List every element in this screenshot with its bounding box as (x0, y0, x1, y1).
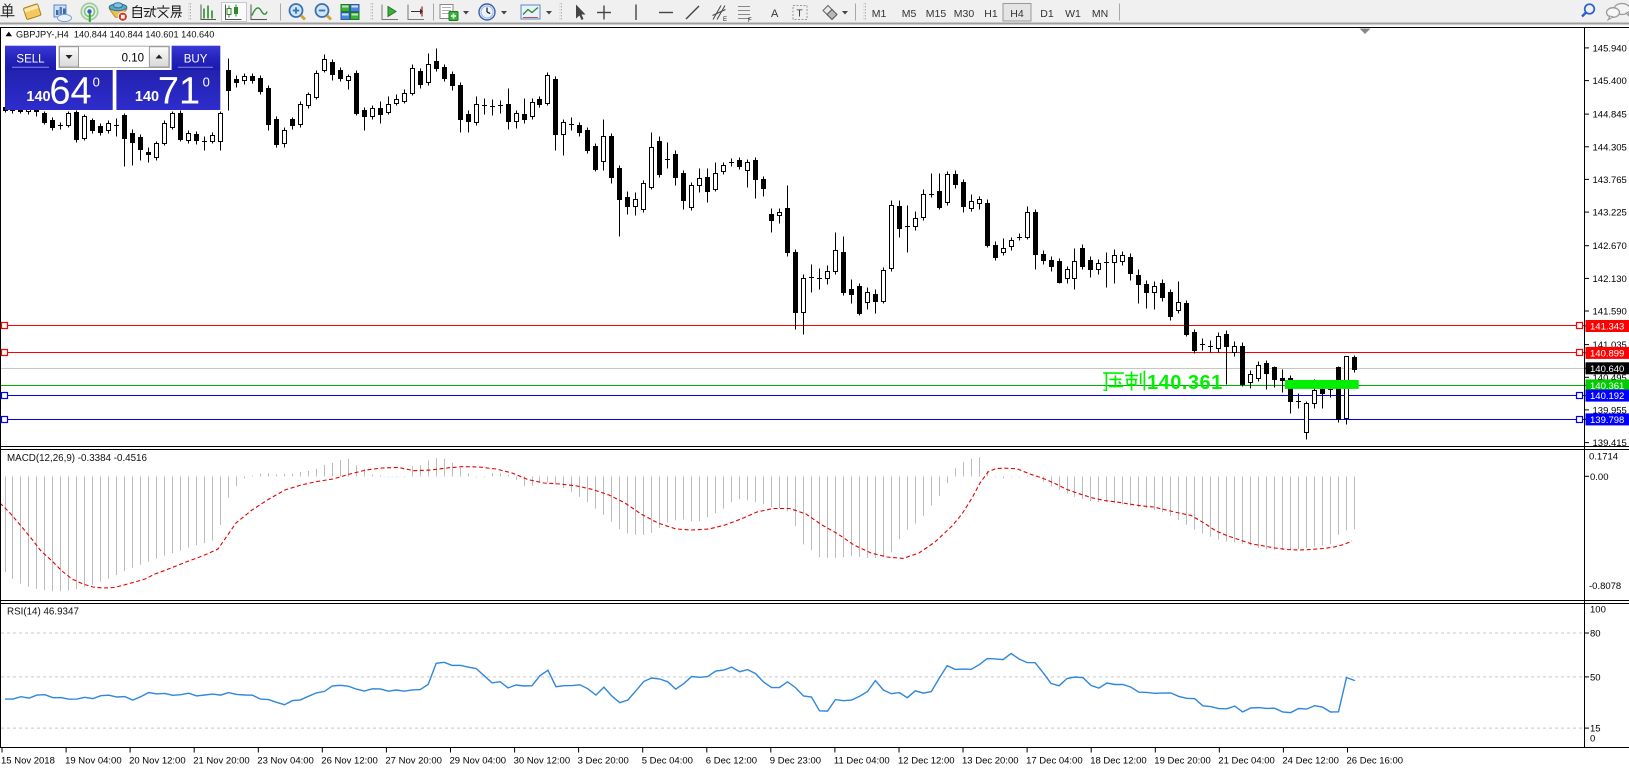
svg-text:A: A (771, 8, 779, 20)
svg-text:23 Nov 04:00: 23 Nov 04:00 (257, 756, 314, 767)
svg-text:29 Nov 04:00: 29 Nov 04:00 (450, 756, 507, 767)
svg-text:W1: W1 (1065, 8, 1081, 20)
svg-text:0: 0 (93, 75, 100, 90)
svg-text:5 Dec 04:00: 5 Dec 04:00 (642, 756, 693, 767)
svg-text:64: 64 (49, 71, 91, 113)
svg-text:80: 80 (1590, 629, 1601, 640)
svg-text:140.640: 140.640 (1590, 364, 1624, 375)
svg-text:30 Nov 12:00: 30 Nov 12:00 (514, 756, 571, 767)
svg-text:H4: H4 (1010, 8, 1024, 20)
svg-text:-0.8078: -0.8078 (1589, 581, 1621, 592)
svg-text:144.845: 144.845 (1593, 110, 1627, 121)
svg-text:0.1714: 0.1714 (1589, 451, 1618, 462)
svg-text:15: 15 (1590, 724, 1601, 735)
svg-text:T: T (797, 9, 803, 20)
svg-text:140.495: 140.495 (1593, 373, 1627, 384)
svg-text:RSI(14) 46.9347: RSI(14) 46.9347 (7, 607, 79, 618)
svg-text:140.899: 140.899 (1590, 348, 1624, 359)
svg-text:141.035: 141.035 (1593, 340, 1627, 351)
svg-text:50: 50 (1590, 672, 1601, 683)
svg-text:18 Dec 12:00: 18 Dec 12:00 (1090, 756, 1147, 767)
svg-text:12 Dec 12:00: 12 Dec 12:00 (898, 756, 955, 767)
svg-text:0.00: 0.00 (1590, 472, 1609, 483)
svg-text:141.343: 141.343 (1590, 322, 1624, 333)
svg-text:19 Dec 20:00: 19 Dec 20:00 (1154, 756, 1211, 767)
svg-text:142.670: 142.670 (1593, 241, 1627, 252)
svg-text:9 Dec 23:00: 9 Dec 23:00 (770, 756, 821, 767)
svg-text:144.305: 144.305 (1593, 142, 1627, 153)
svg-text:0: 0 (1590, 734, 1595, 745)
svg-text:139.415: 139.415 (1593, 438, 1627, 449)
svg-text:100: 100 (1590, 604, 1606, 615)
svg-text:M30: M30 (954, 8, 975, 20)
svg-text:26 Nov 12:00: 26 Nov 12:00 (321, 756, 378, 767)
svg-text:15 Nov 2018: 15 Nov 2018 (1, 756, 55, 767)
svg-text:M15: M15 (926, 8, 947, 20)
svg-text:139.955: 139.955 (1593, 405, 1627, 416)
svg-text:24 Dec 12:00: 24 Dec 12:00 (1282, 756, 1339, 767)
svg-text:21 Dec 04:00: 21 Dec 04:00 (1218, 756, 1275, 767)
svg-text:0.10: 0.10 (122, 53, 144, 65)
svg-text:140.361: 140.361 (1590, 381, 1624, 392)
svg-text:SELL: SELL (16, 53, 45, 65)
svg-text:140.361: 140.361 (1147, 372, 1223, 394)
svg-text:BUY: BUY (184, 53, 208, 65)
svg-text:M1: M1 (872, 8, 887, 20)
svg-text:145.940: 145.940 (1593, 43, 1627, 54)
svg-text:143.225: 143.225 (1593, 208, 1627, 219)
svg-text:GBPJPY-,H4 140.844 140.844 14: GBPJPY-,H4 140.844 140.844 140.601 140.6… (16, 30, 214, 40)
svg-text:13 Dec 20:00: 13 Dec 20:00 (962, 756, 1019, 767)
svg-text:3 Dec 20:00: 3 Dec 20:00 (578, 756, 629, 767)
svg-text:17 Dec 04:00: 17 Dec 04:00 (1026, 756, 1083, 767)
svg-text:11 Dec 04:00: 11 Dec 04:00 (834, 756, 890, 767)
svg-text:142.130: 142.130 (1593, 274, 1627, 285)
svg-text:27 Nov 20:00: 27 Nov 20:00 (385, 756, 442, 767)
svg-text:0: 0 (203, 75, 210, 90)
svg-text:19 Nov 04:00: 19 Nov 04:00 (65, 756, 122, 767)
svg-text:140: 140 (135, 89, 159, 105)
svg-text:26 Dec 16:00: 26 Dec 16:00 (1347, 756, 1404, 767)
svg-text:6 Dec 12:00: 6 Dec 12:00 (706, 756, 757, 767)
svg-text:139.798: 139.798 (1590, 415, 1624, 426)
svg-text:21 Nov 20:00: 21 Nov 20:00 (193, 756, 250, 767)
svg-text:D1: D1 (1040, 8, 1054, 20)
svg-text:H1: H1 (984, 8, 998, 20)
svg-text:F: F (748, 18, 752, 24)
svg-text:20 Nov 12:00: 20 Nov 12:00 (129, 756, 186, 767)
svg-text:145.400: 145.400 (1593, 76, 1627, 87)
svg-text:141.590: 141.590 (1593, 307, 1627, 318)
svg-text:143.765: 143.765 (1593, 175, 1627, 186)
svg-text:M5: M5 (902, 8, 917, 20)
svg-text:140: 140 (26, 89, 50, 105)
svg-text:E: E (723, 17, 727, 23)
svg-text:MN: MN (1092, 8, 1108, 20)
svg-text:140.192: 140.192 (1590, 391, 1624, 402)
svg-text:71: 71 (158, 71, 200, 113)
svg-text:MACD(12,26,9) -0.3384 -0.4516: MACD(12,26,9) -0.3384 -0.4516 (7, 453, 148, 464)
